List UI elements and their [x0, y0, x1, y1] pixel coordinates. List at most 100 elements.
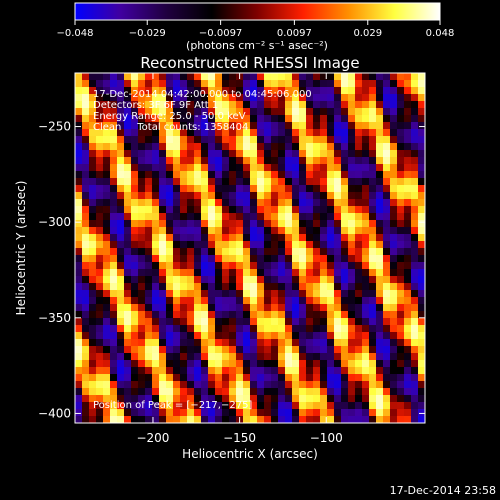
heatmap-cell [271, 143, 279, 151]
heatmap-cell [348, 402, 356, 410]
heatmap-cell [404, 150, 412, 158]
heatmap-cell [292, 367, 300, 375]
heatmap-cell [187, 178, 195, 186]
heatmap-cell [243, 304, 251, 312]
heatmap-cell [187, 290, 195, 298]
heatmap-cell [229, 150, 237, 158]
heatmap-cell [348, 395, 356, 403]
heatmap-cell [194, 164, 202, 172]
heatmap-cell [306, 234, 314, 242]
heatmap-cell [75, 409, 83, 417]
heatmap-cell [334, 297, 342, 305]
heatmap-cell [411, 255, 419, 263]
heatmap-cell [138, 101, 146, 109]
heatmap-cell [89, 136, 97, 144]
heatmap-cell [404, 108, 412, 116]
heatmap-cell [320, 388, 328, 396]
heatmap-cell [110, 94, 118, 102]
heatmap-cell [341, 164, 349, 172]
heatmap-cell [404, 241, 412, 249]
heatmap-cell [236, 101, 244, 109]
heatmap-cell [117, 80, 125, 88]
heatmap-cell [194, 409, 202, 417]
heatmap-cell [376, 297, 384, 305]
heatmap-cell [173, 227, 181, 235]
heatmap-cell [418, 381, 425, 389]
heatmap-cell [243, 192, 251, 200]
heatmap-cell [369, 346, 377, 354]
heatmap-cell [194, 87, 202, 95]
heatmap-cell [341, 157, 349, 165]
heatmap-cell [180, 157, 188, 165]
heatmap-cell [145, 325, 153, 333]
heatmap-cell [411, 220, 419, 228]
heatmap-cell [229, 185, 237, 193]
heatmap-cell [299, 318, 307, 326]
heatmap-cell [250, 234, 258, 242]
heatmap-cell [103, 80, 111, 88]
heatmap-cell [208, 157, 216, 165]
heatmap-cell [348, 283, 356, 291]
heatmap-cell [327, 255, 335, 263]
heatmap-cell [243, 297, 251, 305]
heatmap-cell [327, 269, 335, 277]
heatmap-cell [376, 381, 384, 389]
heatmap-cell [320, 395, 328, 403]
x-tick-label: −150 [223, 431, 256, 445]
heatmap-cell [264, 143, 272, 151]
annotation-clean: Clean Total counts: 1358404 [93, 122, 248, 133]
heatmap-cell [404, 318, 412, 326]
heatmap-cell [152, 311, 160, 319]
heatmap-cell [96, 108, 104, 116]
heatmap-cell [278, 199, 286, 207]
heatmap-cell [418, 87, 425, 95]
heatmap-cell [264, 227, 272, 235]
heatmap-cell [376, 199, 384, 207]
heatmap-cell [131, 227, 139, 235]
heatmap-cell [117, 325, 125, 333]
heatmap-cell [229, 122, 237, 130]
heatmap-cell [299, 171, 307, 179]
heatmap-cell [243, 388, 251, 396]
heatmap-cell [166, 297, 174, 305]
heatmap-cell [145, 248, 153, 256]
colorbar-tick-label: −0.0097 [199, 28, 242, 39]
heatmap-cell [320, 164, 328, 172]
heatmap-cell [257, 108, 265, 116]
heatmap-cell [110, 227, 118, 235]
heatmap-cell [411, 206, 419, 214]
heatmap-cell [124, 304, 132, 312]
heatmap-cell [208, 199, 216, 207]
heatmap-cell [159, 143, 167, 151]
heatmap-cell [299, 416, 307, 423]
heatmap-cell [285, 416, 293, 423]
heatmap-cell [110, 374, 118, 382]
heatmap-cell [103, 276, 111, 284]
heatmap-cell [306, 409, 314, 417]
heatmap-cell [215, 416, 223, 423]
heatmap-cell [229, 157, 237, 165]
heatmap-cell [264, 241, 272, 249]
heatmap-cell [404, 248, 412, 256]
heatmap-cell [257, 164, 265, 172]
heatmap-cell [82, 206, 90, 214]
heatmap-cell [418, 115, 425, 123]
heatmap-cell [166, 276, 174, 284]
heatmap-cell [341, 367, 349, 375]
heatmap-cell [110, 178, 118, 186]
heatmap-cell [383, 255, 391, 263]
heatmap-cell [117, 290, 125, 298]
heatmap-cell [383, 339, 391, 347]
heatmap-cell [96, 150, 104, 158]
heatmap-cell [390, 325, 398, 333]
heatmap-cell [187, 73, 195, 81]
heatmap-cell [194, 262, 202, 270]
heatmap-cell [418, 374, 425, 382]
heatmap-cell [82, 122, 90, 130]
heatmap-cell [96, 73, 104, 81]
heatmap-cell [201, 108, 209, 116]
heatmap-cell [313, 227, 321, 235]
heatmap-cell [348, 80, 356, 88]
heatmap-cell [166, 339, 174, 347]
heatmap-cell [222, 304, 230, 312]
